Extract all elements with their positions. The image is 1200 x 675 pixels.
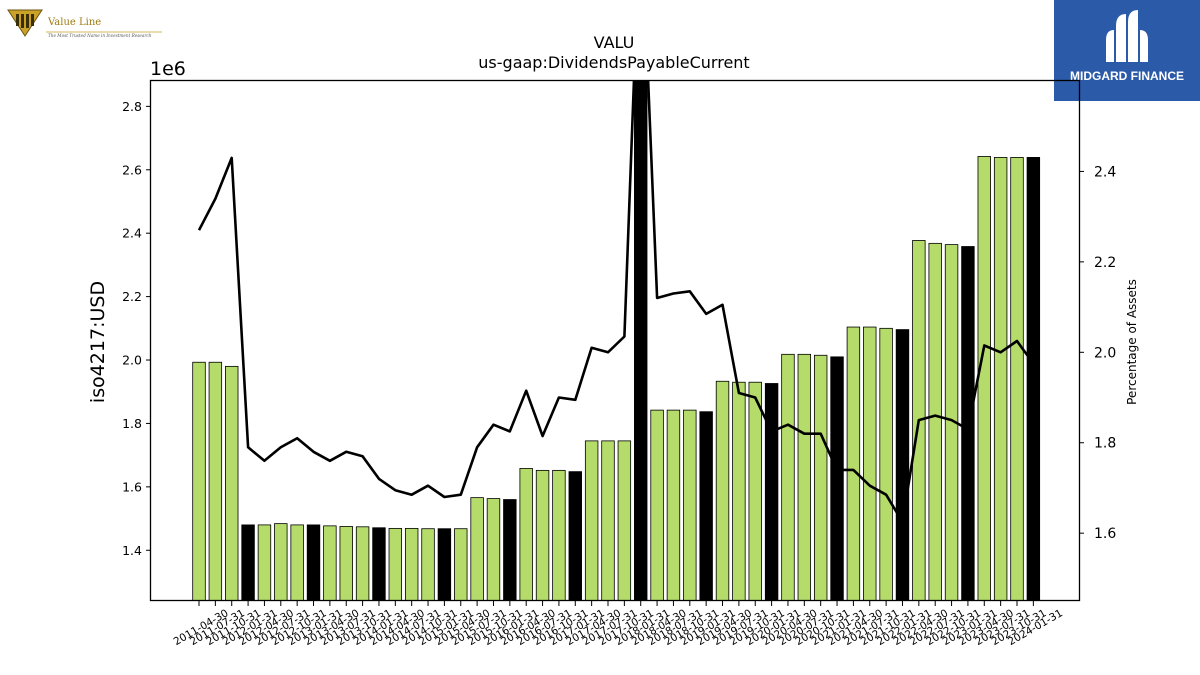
bar-2016-10-31 [552,469,566,601]
bar-2019-07-31 [732,381,746,601]
bar-2012-01-31 [241,524,255,601]
bar-2014-04-30 [388,527,403,601]
bar-2021-10-31 [879,327,893,601]
bar-2011-04-30 [192,361,206,601]
bar-2019-01-31 [699,411,713,601]
bar-2018-01-31 [634,81,648,601]
bar-2023-10-31 [1010,157,1024,601]
bar-2014-07-31 [404,527,419,601]
bar-2021-01-31 [830,356,844,601]
bar-2022-07-31 [928,242,942,601]
chart-title: VALU [594,33,635,52]
plot-frame [149,79,1081,602]
y2-tick-label: 1.6 [1094,526,1116,542]
bar-2015-01-31 [437,528,452,601]
bar-2011-07-31 [208,361,223,601]
bar-2014-10-31 [421,528,435,601]
bar-2020-10-31 [813,354,828,601]
bar-2023-04-30 [977,156,991,601]
bar-2016-04-30 [519,468,533,601]
bar-2012-07-31 [274,523,288,601]
bar-2019-10-31 [748,381,762,601]
y-tick-label: 2.8 [122,99,142,114]
bar-2012-10-31 [290,524,304,601]
midgard-logo-background [1054,0,1200,101]
bar-2023-07-31 [993,157,1008,601]
y-tick-label: 2.2 [122,289,142,304]
bar-2013-07-31 [339,526,353,601]
bar-2017-07-31 [601,440,615,601]
y-tick-label: 2.0 [122,353,142,368]
bar-2020-01-31 [764,383,779,601]
y2-axis-label: Percentage of Assets [1125,279,1139,405]
bar-2015-04-30 [454,528,468,601]
value-line-tagline: The Most Trusted Name in Investment Rese… [48,33,152,38]
value-line-emblem: Value Line The Most Trusted Name in Inve… [7,9,162,38]
bar-2018-07-31 [666,409,681,601]
y2-tick-label: 2.0 [1094,345,1116,361]
bar-2011-10-31 [225,365,239,601]
bar-2022-01-31 [895,329,910,601]
y2-tick-label: 2.2 [1094,255,1116,271]
bar-2013-10-31 [355,526,370,601]
midgard-finance-logo: MIDGARD FINANCE [1054,0,1200,101]
y-axis-label: iso4217:USD [87,281,109,403]
bar-2020-07-31 [797,353,812,601]
bar-2016-07-31 [535,469,550,601]
y2-tick-label: 2.4 [1094,164,1116,180]
y-tick-label: 1.6 [122,479,142,494]
bar-2017-04-30 [584,440,599,601]
bar-2018-04-30 [650,409,664,601]
y-tick-label: 2.4 [122,226,142,241]
value-line-logo: Value Line The Most Trusted Name in Inve… [6,6,166,40]
bar-2021-07-31 [863,326,877,601]
y2-tick-label: 1.8 [1094,436,1116,452]
bar-2012-04-30 [257,524,272,601]
bar-2020-04-30 [781,353,795,601]
bar-2014-01-31 [372,527,386,601]
y-tick-label: 1.8 [122,416,142,431]
y-scale-label: 1e6 [150,58,186,80]
bar-2018-10-31 [683,409,697,601]
bar-2017-10-31 [617,440,632,601]
chart-subtitle: us-gaap:DividendsPayableCurrent [478,53,749,72]
midgard-name: MIDGARD FINANCE [1070,69,1184,83]
bar-2017-01-31 [568,471,582,601]
bar-2024-01-31 [1026,157,1041,601]
y-tick-label: 1.4 [122,543,142,558]
value-line-name: Value Line [47,17,101,28]
bar-2021-04-30 [846,326,861,601]
bar-2013-01-31 [306,524,321,601]
percentage-of-assets-line [197,81,1035,524]
bar-2019-04-30 [715,380,730,601]
bar-2015-10-31 [486,498,501,601]
bar-2015-07-31 [470,497,484,601]
bar-2016-01-31 [503,499,517,601]
y-tick-label: 2.6 [122,162,142,177]
midgard-m-icon [1106,10,1148,62]
bar-2013-04-30 [323,525,337,601]
